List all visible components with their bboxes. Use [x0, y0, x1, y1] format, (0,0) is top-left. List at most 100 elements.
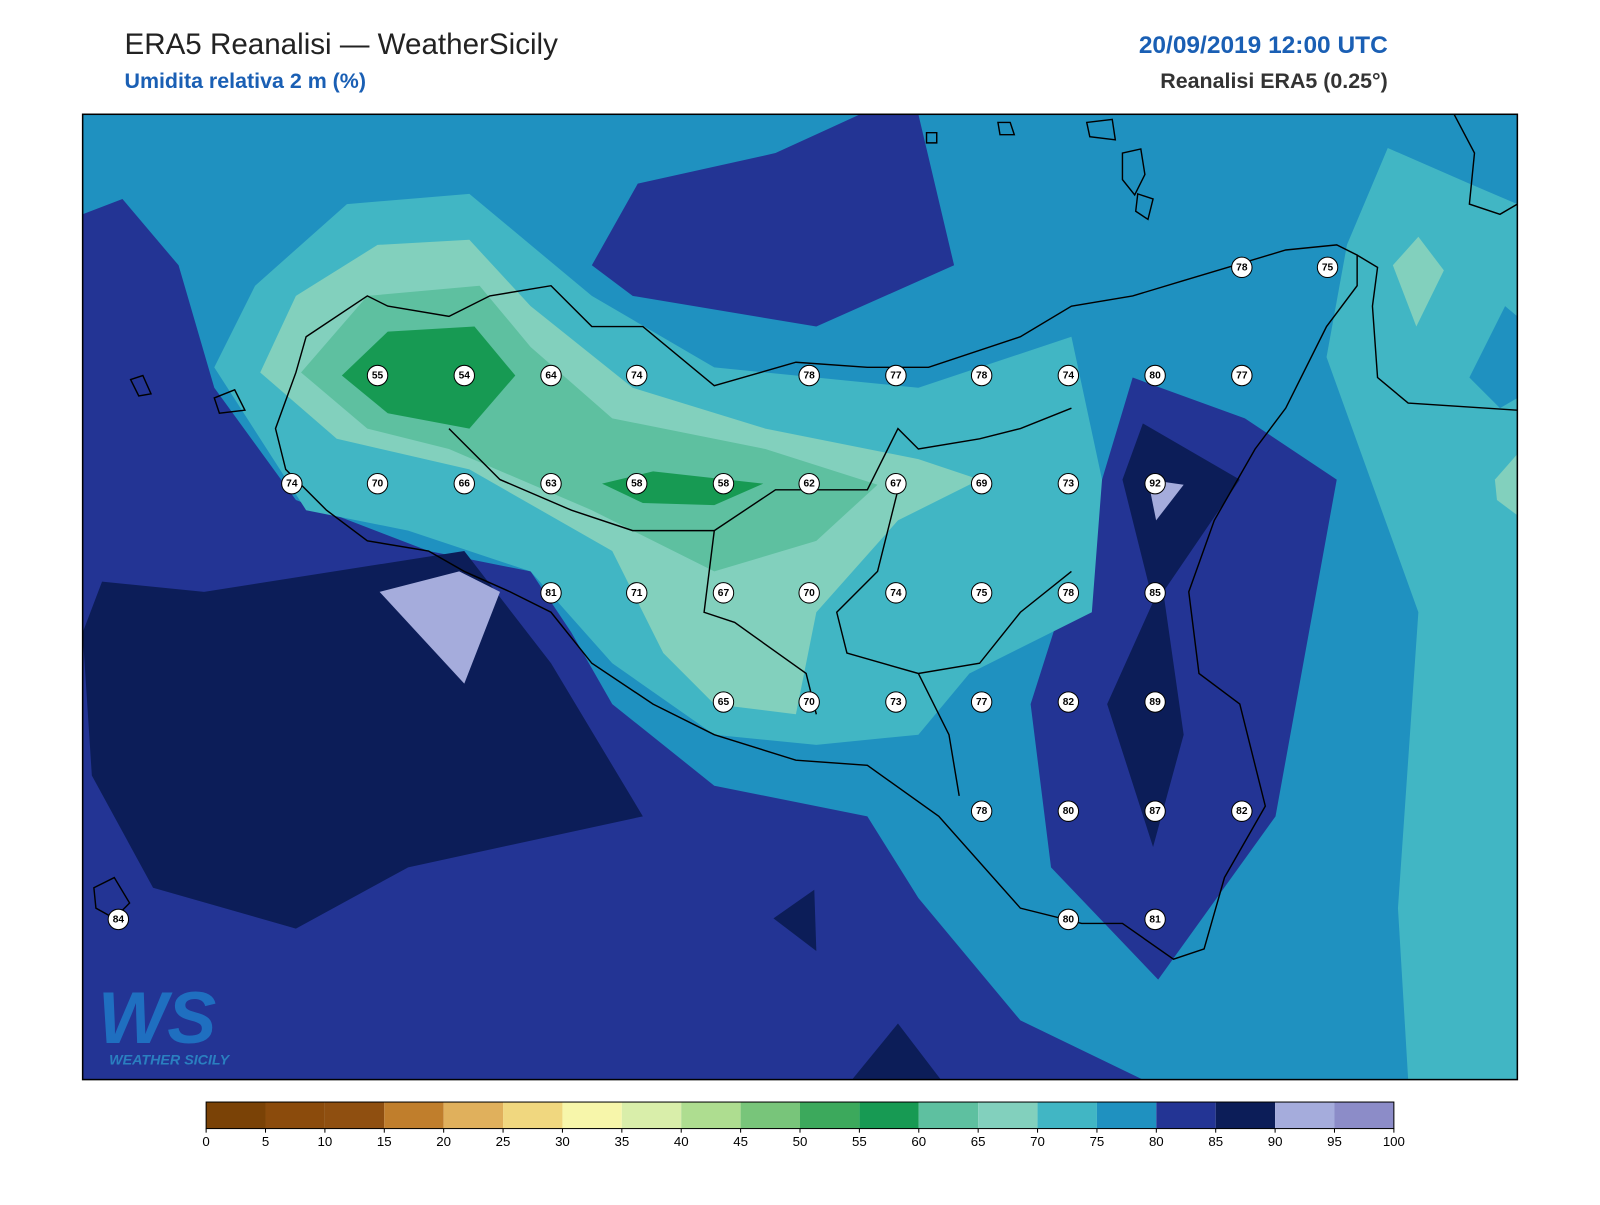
station-marker	[626, 364, 648, 387]
station-value: 69	[976, 479, 988, 490]
station-value: 77	[890, 371, 902, 382]
station-marker	[712, 472, 735, 495]
station-value: 78	[804, 371, 816, 382]
station-marker	[1144, 800, 1166, 822]
station-marker	[798, 472, 820, 495]
station-value: 80	[1063, 806, 1075, 817]
station-marker	[1057, 908, 1080, 931]
station-marker	[540, 582, 562, 604]
colorbar-tick-label: 70	[1030, 1134, 1045, 1149]
station-value: 78	[1063, 588, 1075, 599]
station-value: 78	[976, 806, 988, 817]
station-marker	[798, 691, 820, 713]
station-value: 73	[1063, 479, 1075, 490]
colorbar: 0 5 10 15 20 25 30 35 40 45 50 55 60 65 70 75 80 85 90 95 10…	[202, 1101, 1405, 1149]
source: Reanalisi ERA5 (0.25°)	[1160, 69, 1387, 93]
station-value: 62	[804, 479, 816, 490]
colorbar-segment	[800, 1102, 860, 1129]
colorbar-tick-label: 40	[674, 1134, 689, 1149]
colorbar-segment	[1096, 1102, 1157, 1129]
station-value: 65	[718, 697, 730, 708]
station-marker	[1144, 582, 1166, 604]
colorbar-segment	[324, 1102, 385, 1129]
station-value: 82	[1236, 806, 1248, 817]
station-marker	[281, 472, 303, 495]
colorbar-segment	[1275, 1102, 1335, 1129]
station-value: 66	[459, 479, 471, 490]
station-value: 70	[372, 479, 384, 490]
station-marker	[453, 364, 475, 387]
colorbar-tick-label: 85	[1208, 1134, 1223, 1149]
station-value: 78	[976, 371, 988, 382]
station-marker	[1057, 691, 1080, 713]
station-value: 54	[459, 371, 471, 382]
datetime: 20/09/2019 12:00 UTC	[1139, 32, 1388, 59]
station-value: 73	[890, 697, 902, 708]
station-marker	[970, 582, 993, 604]
colorbar-tick-label: 15	[377, 1134, 392, 1149]
station-marker	[1231, 364, 1253, 387]
colorbar-tick-label: 75	[1090, 1134, 1105, 1149]
station-value: 63	[545, 479, 557, 490]
station-marker	[798, 364, 820, 387]
colorbar-segment	[206, 1102, 266, 1129]
station-marker	[712, 691, 735, 713]
station-marker	[1144, 908, 1166, 931]
station-marker	[1057, 582, 1080, 604]
station-marker	[798, 582, 820, 604]
station-value: 77	[976, 697, 988, 708]
colorbar-segment	[1156, 1102, 1216, 1129]
station-value: 81	[1149, 914, 1161, 925]
colorbar-segment	[265, 1102, 325, 1129]
station-marker	[970, 364, 993, 387]
station-value: 71	[631, 588, 643, 599]
colorbar-tick-label: 25	[496, 1134, 511, 1149]
colorbar-tick-label: 35	[614, 1134, 629, 1149]
logo-mark: WS	[98, 976, 216, 1059]
station-marker	[453, 472, 475, 495]
colorbar-segment	[384, 1102, 444, 1129]
colorbar-segment	[1215, 1102, 1276, 1129]
station-marker	[366, 472, 389, 495]
colorbar-segment	[503, 1102, 563, 1129]
station-marker	[1144, 364, 1166, 387]
colorbar-segment	[621, 1102, 682, 1129]
station-marker	[885, 691, 907, 713]
station-value: 58	[631, 479, 643, 490]
station-value: 80	[1063, 914, 1075, 925]
colorbar-segment	[978, 1102, 1038, 1129]
station-value: 70	[804, 588, 816, 599]
station-value: 74	[890, 588, 902, 599]
colorbar-tick-label: 20	[436, 1134, 451, 1149]
subtitle: Umidita relativa 2 m (%)	[124, 69, 366, 93]
station-marker	[1144, 472, 1166, 495]
station-marker	[107, 908, 130, 931]
colorbar-segment	[443, 1102, 504, 1129]
colorbar-segment	[918, 1102, 979, 1129]
colorbar-segment	[681, 1102, 741, 1129]
logo: WS WEATHER SICILY	[98, 976, 231, 1068]
station-value: 77	[1236, 371, 1248, 382]
colorbar-segment	[1037, 1102, 1097, 1129]
colorbar-segment	[562, 1102, 622, 1129]
station-value: 84	[113, 914, 125, 925]
station-marker	[626, 472, 648, 495]
station-value: 74	[1063, 371, 1075, 382]
station-value: 70	[804, 697, 816, 708]
colorbar-tick-label: 80	[1149, 1134, 1164, 1149]
map-frame	[81, 113, 1519, 1081]
station-value: 85	[1149, 588, 1161, 599]
colorbar-tick-label: 55	[852, 1134, 867, 1149]
title: ERA5 Reanalisi — WeatherSicily	[124, 28, 558, 61]
station-marker	[540, 472, 562, 495]
colorbar-tick-label: 45	[733, 1134, 748, 1149]
colorbar-segment	[740, 1102, 800, 1129]
logo-name: WEATHER SICILY	[109, 1052, 230, 1068]
station-value: 87	[1149, 806, 1161, 817]
colorbar-tick-label: 30	[555, 1134, 570, 1149]
station-marker	[1057, 472, 1080, 495]
station-marker	[970, 472, 993, 495]
station-marker	[712, 582, 735, 604]
